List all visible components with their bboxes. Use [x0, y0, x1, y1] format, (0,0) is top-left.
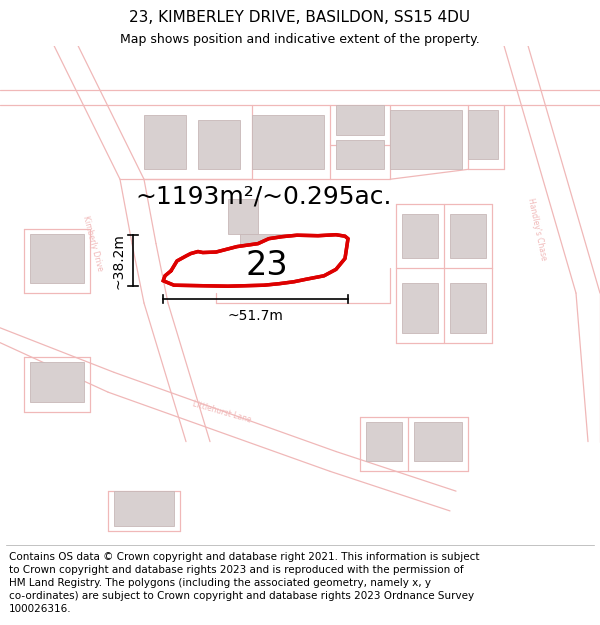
Bar: [228, 199, 258, 234]
Bar: [30, 362, 84, 402]
Bar: [114, 491, 174, 526]
Bar: [252, 115, 324, 169]
Bar: [336, 139, 384, 169]
Text: ~1193m²/~0.295ac.: ~1193m²/~0.295ac.: [135, 184, 392, 209]
Text: co-ordinates) are subject to Crown copyright and database rights 2023 Ordnance S: co-ordinates) are subject to Crown copyr…: [9, 591, 474, 601]
Text: 100026316.: 100026316.: [9, 604, 71, 614]
Bar: [402, 283, 438, 332]
Text: to Crown copyright and database rights 2023 and is reproduced with the permissio: to Crown copyright and database rights 2…: [9, 564, 464, 574]
Text: Handley's Chase: Handley's Chase: [526, 197, 548, 261]
Text: Littlehurst Lane: Littlehurst Lane: [191, 399, 253, 424]
Bar: [30, 234, 84, 283]
Text: 23: 23: [245, 249, 289, 282]
Bar: [198, 120, 240, 169]
Text: HM Land Registry. The polygons (including the associated geometry, namely x, y: HM Land Registry. The polygons (includin…: [9, 578, 431, 587]
Text: ~51.7m: ~51.7m: [227, 309, 284, 323]
Bar: [450, 214, 486, 259]
Text: Map shows position and indicative extent of the property.: Map shows position and indicative extent…: [120, 33, 480, 46]
Bar: [468, 110, 498, 159]
Bar: [240, 234, 318, 278]
Bar: [366, 422, 402, 461]
Bar: [402, 214, 438, 259]
Text: Kimberly Drive: Kimberly Drive: [81, 215, 105, 272]
Text: 23, KIMBERLEY DRIVE, BASILDON, SS15 4DU: 23, KIMBERLEY DRIVE, BASILDON, SS15 4DU: [130, 10, 470, 25]
Bar: [390, 110, 462, 169]
Polygon shape: [163, 235, 348, 286]
Bar: [414, 422, 462, 461]
Bar: [450, 283, 486, 332]
Text: ~38.2m: ~38.2m: [111, 232, 125, 289]
Bar: [144, 115, 186, 169]
Text: Contains OS data © Crown copyright and database right 2021. This information is : Contains OS data © Crown copyright and d…: [9, 552, 479, 562]
Bar: [336, 105, 384, 135]
